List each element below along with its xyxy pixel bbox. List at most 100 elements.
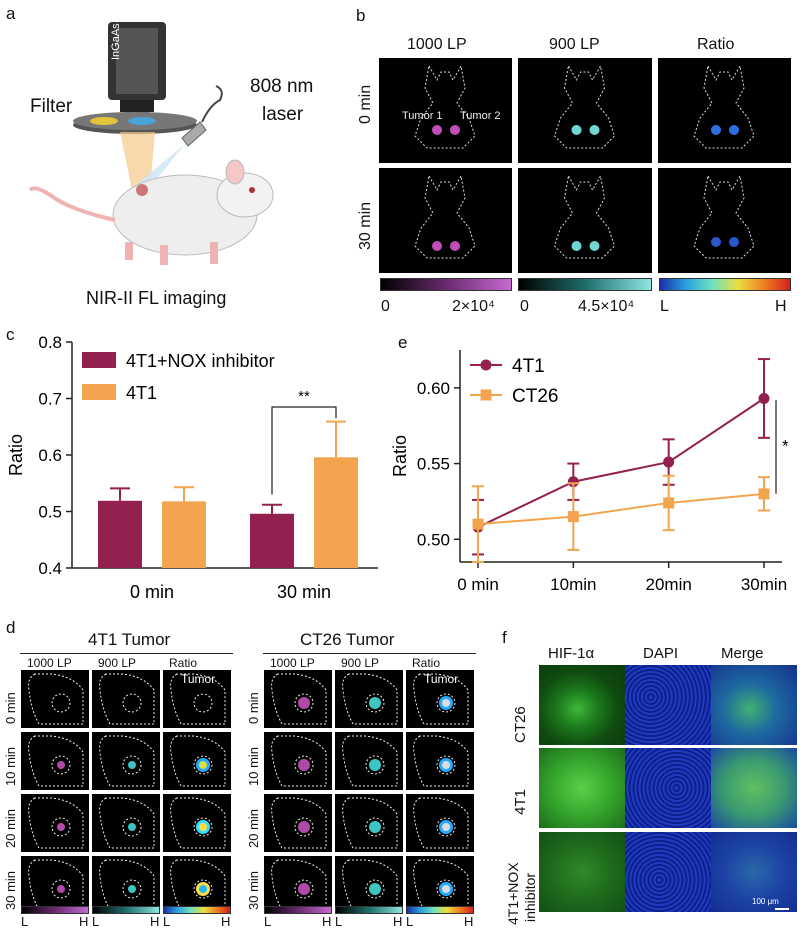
panel-label-d: d [6,618,16,637]
e-legend-label: 4T1 [512,356,545,377]
f-row-ct26: CT26 [512,706,529,743]
d-col-header: Ratio [412,656,441,670]
chart-c-bar: 0.4 0.5 0.6 0.7 0.8 Ratio 0 min 30 min ** 4T1+NOX… [6,333,378,602]
e-xtick-label: 20min [646,575,692,594]
d-tumor-image [163,794,231,852]
e-ytick-label: 0.55 [417,455,450,474]
tumor1-label: Tumor 1 [402,110,443,122]
d-colorbar-high: H [322,914,332,929]
d-tumor-image [406,670,474,728]
c-ytick-label: 0.8 [38,333,62,352]
d-colorbar [21,906,89,914]
e-point [567,476,579,488]
c-legend-swatch [82,384,116,400]
f-img-4t1-hif [539,748,625,828]
tumor2-label: Tumor 2 [460,110,501,122]
group-title-4t1: 4T1 Tumor [88,630,171,649]
d-col-header: 1000 LP [27,656,72,670]
e-legend-label: CT26 [512,386,558,407]
d-colorbar [163,906,231,914]
d-row-label: 20 min [246,808,261,848]
d-colorbar-low: L [264,914,272,929]
c-bar [314,457,358,568]
d-row-label: 30 min [3,870,18,910]
e-point [567,511,579,523]
d-colorbar [406,906,474,914]
image-b-ratio-0min [658,58,791,163]
d-row-label: 10 min [3,746,18,786]
d-tumor-image [264,856,332,914]
c-xtick-label: 0 min [130,582,174,602]
panel-label-a: a [6,4,16,23]
d-colorbar-low: L [406,914,414,929]
f-col-merge: Merge [721,645,764,662]
f-img-4t1-dapi [625,748,711,828]
colorbar-900lp [518,278,652,291]
f-img-4t1-merge [711,748,797,828]
d-tumor-image [21,732,89,790]
e-ytick-label: 0.60 [417,379,450,398]
f-img-ct26-dapi [625,665,711,745]
d-tumor-image [264,732,332,790]
f-img-ct26-hif [539,665,625,745]
d-colorbar-low: L [335,914,343,929]
d-tumor-image [264,794,332,852]
d-tumor-image [406,794,474,852]
laser-label: laser [262,104,304,125]
cbar-1000-max: 2×10⁴ [452,298,495,315]
e-series-line [477,397,765,529]
c-ytick-label: 0.5 [38,503,62,522]
d-col-header: Ratio [169,656,198,670]
d-colorbar-high: H [79,914,89,929]
d-col-header: 900 LP [98,656,137,670]
panel-label-e: e [398,333,408,352]
c-bar [98,500,142,568]
d-tumor-label: Tumor [424,672,459,686]
e-series-line [477,492,765,526]
d-row-label: 0 min [3,692,18,724]
e-point [472,518,484,530]
d-tumor-image [163,856,231,914]
panel-label-c: c [6,325,15,344]
c-bar [162,501,206,568]
cbar-1000-min: 0 [381,298,390,315]
d-tumor-image [335,670,403,728]
chart-e-line: 0.50 0.55 0.60 Ratio 0 min 10min 20min 30min 4T1… [390,350,789,594]
panel-label-b: b [356,6,366,25]
panel-label-f: f [502,628,507,647]
filter-label: Filter [30,96,73,117]
e-ytick-label: 0.50 [417,530,450,549]
group-underline-4t1 [20,653,233,654]
d-tumor-image [406,856,474,914]
d-colorbar-high: H [150,914,160,929]
f-row-4t1: 4T1 [512,789,529,815]
c-legend-label: 4T1 [126,383,157,403]
d-tumor-image [335,732,403,790]
scale-bar-label: 100 μm [752,897,779,906]
row-label-0min: 0 min [357,84,374,124]
e-point [758,488,770,500]
d-tumor-image [21,856,89,914]
d-tumor-image [92,670,160,728]
d-col-header: 900 LP [341,656,380,670]
f-img-ct26-merge [711,665,797,745]
e-point [663,456,675,468]
c-ytick-label: 0.4 [38,559,62,578]
colorbar-1000lp [380,278,512,291]
d-tumor-image [335,794,403,852]
cbar-900-min: 0 [520,298,529,315]
c-bar [250,513,294,568]
e-point [758,392,770,404]
f-row-nox-line1: 4T1+NOX [505,862,521,925]
e-significance-label: * [782,436,789,455]
e-ylabel: Ratio [390,435,410,477]
f-img-nox-dapi [625,832,711,912]
group-underline-ct26 [263,653,476,654]
d-tumor-image [21,794,89,852]
cbar-ratio-max: H [775,298,787,315]
f-col-dapi: DAPI [643,645,679,662]
image-b-900lp-30min [518,168,652,273]
c-significance-label: ** [298,388,310,405]
scale-bar [775,908,789,910]
col-header-900lp: 900 LP [549,36,600,53]
